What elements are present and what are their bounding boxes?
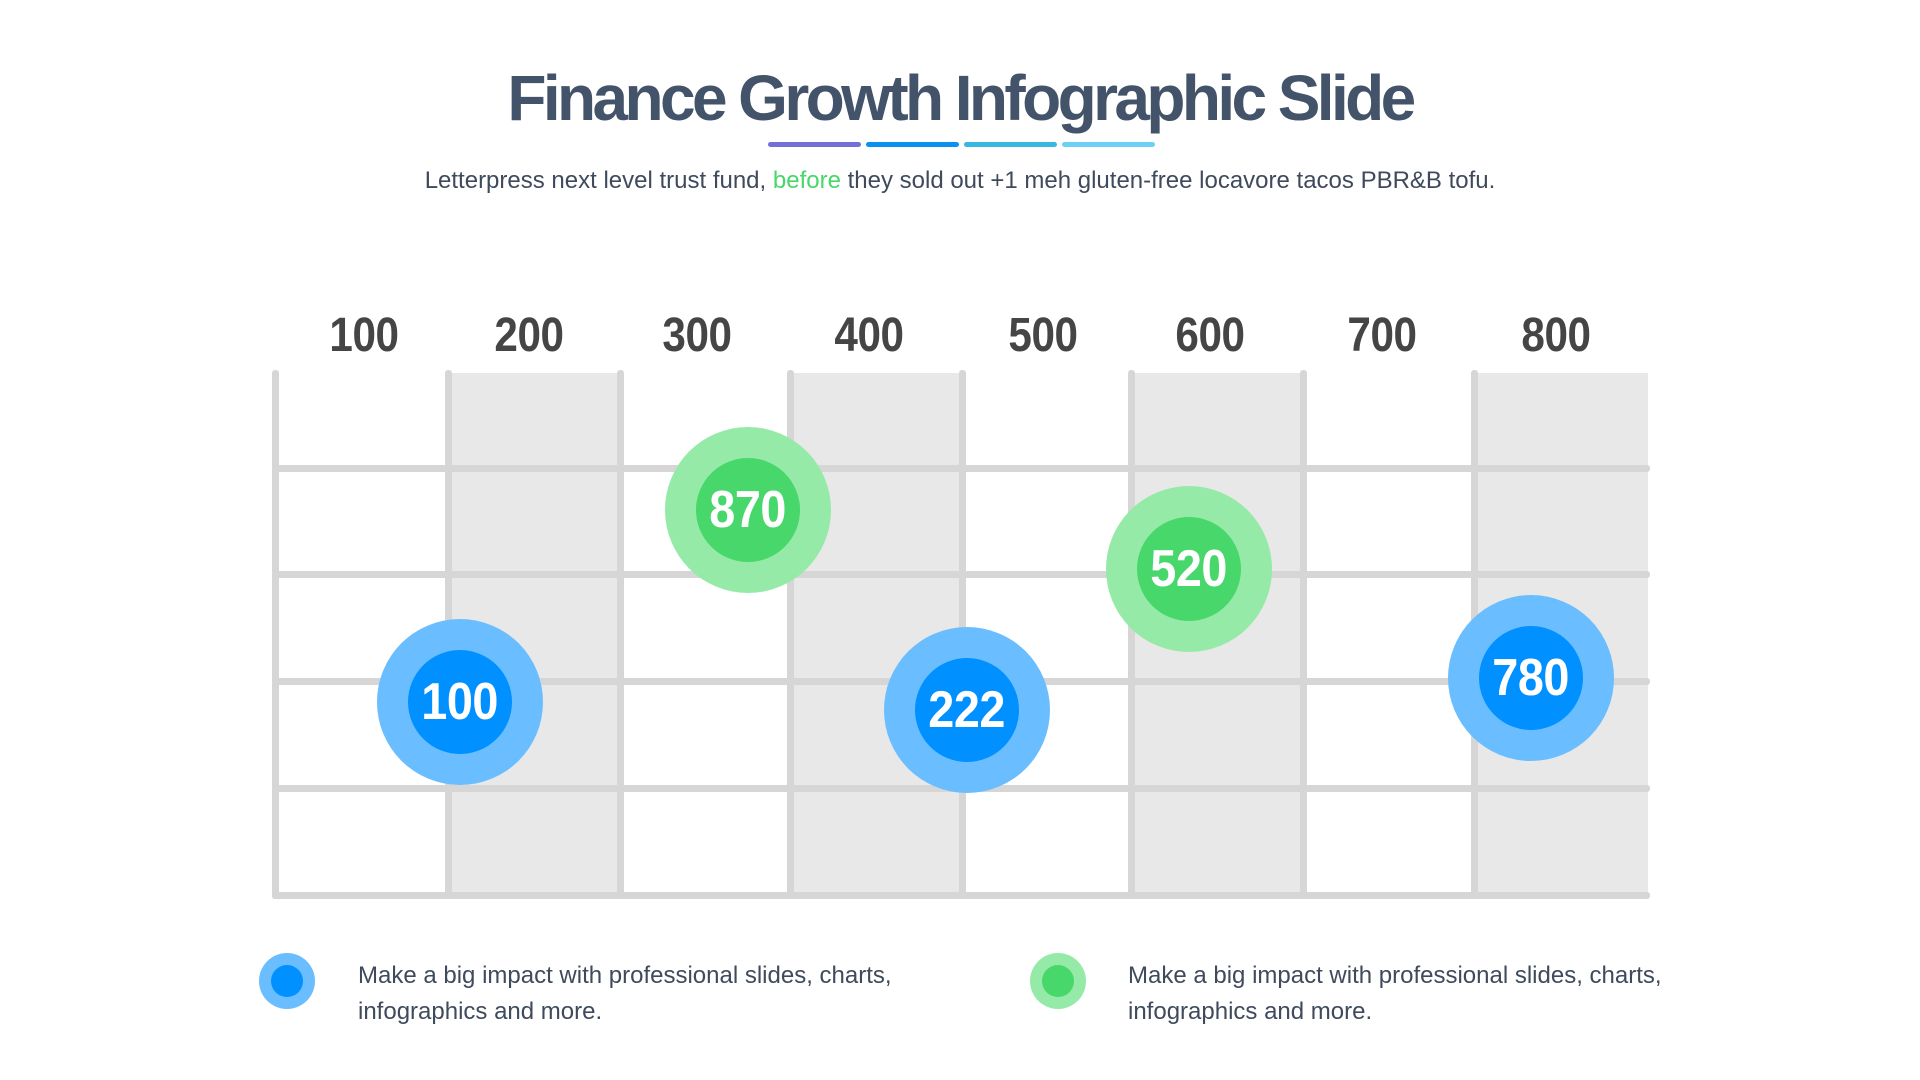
bubble-core: 780 (1479, 626, 1583, 730)
data-bubble-222: 222 (884, 627, 1050, 793)
grid-line-vertical (272, 370, 279, 899)
underline-segment-1 (768, 142, 861, 147)
legend-dot-green-icon (1030, 953, 1086, 1009)
data-bubble-100: 100 (377, 619, 543, 785)
bubble-core: 100 (408, 650, 512, 754)
x-axis-label-500: 500 (1008, 309, 1078, 362)
bubble-core: 520 (1137, 517, 1241, 621)
legend-dot-blue-icon (259, 953, 315, 1009)
grid-line-vertical (787, 370, 794, 899)
legend-dot-core (271, 965, 303, 997)
page-title: Finance Growth Infographic Slide (507, 62, 1416, 134)
grid-line-vertical (617, 370, 624, 899)
bubble-value: 780 (1492, 649, 1570, 707)
grid-line-vertical (1300, 370, 1307, 899)
x-axis-label-600: 600 (1175, 309, 1245, 362)
x-axis-label-800: 800 (1521, 309, 1591, 362)
bubble-value: 520 (1150, 540, 1228, 598)
subtitle-text-start: Letterpress next level trust fund, (424, 167, 773, 194)
x-axis-label-700: 700 (1347, 309, 1417, 362)
underline-segment-2 (866, 142, 959, 147)
data-bubble-780: 780 (1448, 595, 1614, 761)
grid-line-vertical (1128, 370, 1135, 899)
subtitle-text-end: they sold out +1 meh gluten-free locavor… (840, 167, 1496, 194)
bubble-value: 870 (709, 481, 787, 539)
bubble-core: 870 (696, 458, 800, 562)
subtitle: Letterpress next level trust fund, befor… (0, 164, 1920, 198)
legend-text-green: Make a big impact with professional slid… (1128, 962, 1662, 1025)
subtitle-highlight: before (772, 167, 841, 194)
underline-segment-4 (1062, 142, 1155, 147)
data-bubble-520: 520 (1106, 486, 1272, 652)
x-axis-label-100: 100 (329, 309, 399, 362)
bubble-value: 100 (421, 673, 499, 731)
x-axis-label-400: 400 (834, 309, 904, 362)
x-axis-label-300: 300 (662, 309, 732, 362)
underline-segment-3 (964, 142, 1057, 147)
bubble-core: 222 (915, 658, 1019, 762)
legend-dot-core (1042, 965, 1074, 997)
data-bubble-870: 870 (665, 427, 831, 593)
legend-text-blue: Make a big impact with professional slid… (358, 962, 892, 1025)
bubble-value: 222 (928, 681, 1006, 739)
x-axis-label-200: 200 (494, 309, 564, 362)
